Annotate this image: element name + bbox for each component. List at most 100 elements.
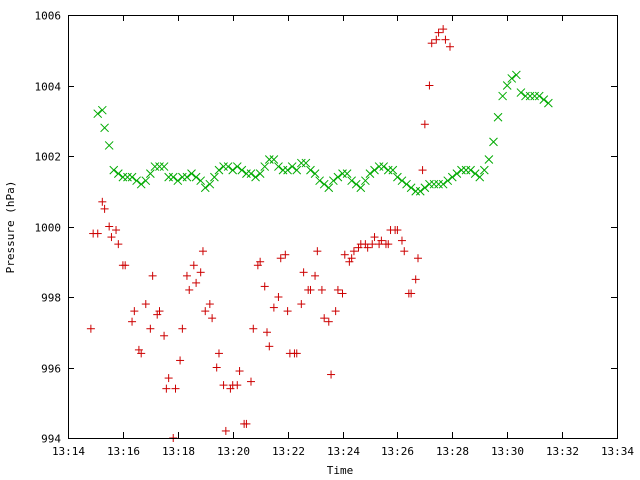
- cross-data-point: [155, 162, 164, 171]
- plus-data-point: [178, 324, 187, 333]
- cross-data-point: [100, 123, 109, 133]
- cross-data-point: [150, 162, 160, 171]
- x-tick-label: 13:16: [107, 445, 140, 458]
- y-tick-label: 1006: [35, 10, 62, 23]
- plus-data-point: [276, 254, 285, 263]
- y-tick-label: 1004: [35, 81, 62, 94]
- plus-data-point: [221, 426, 230, 435]
- cross-data-point: [319, 179, 329, 189]
- plus-data-point: [299, 268, 308, 277]
- cross-data-point: [306, 165, 315, 175]
- plus-data-point: [331, 307, 340, 316]
- cross-data-point: [361, 176, 370, 186]
- x-tick-label: 13:28: [436, 445, 469, 458]
- plus-data-point: [189, 261, 198, 270]
- x-tick-label: 13:34: [601, 445, 634, 458]
- plus-data-point: [363, 243, 372, 252]
- plus-data-point: [384, 240, 393, 249]
- plus-data-point: [320, 314, 329, 323]
- cross-data-point: [141, 176, 151, 186]
- plus-data-point: [425, 81, 434, 90]
- cross-data-point: [214, 165, 224, 175]
- plus-data-point: [256, 257, 265, 266]
- cross-data-point: [356, 183, 366, 193]
- cross-data-point: [489, 137, 498, 147]
- y-tick-label: 1000: [35, 222, 62, 235]
- cross-data-point: [223, 162, 233, 171]
- plus-data-point: [121, 261, 130, 270]
- x-tick-label: 13:20: [217, 445, 250, 458]
- cross-data-point: [104, 141, 114, 150]
- y-tick-label: 1002: [35, 151, 62, 164]
- plus-data-point: [432, 35, 441, 44]
- cross-data-point: [210, 172, 219, 182]
- plus-data-point: [260, 282, 269, 291]
- plus-data-point: [306, 285, 315, 294]
- cross-data-point: [466, 165, 475, 175]
- x-tick-label: 13:30: [491, 445, 524, 458]
- plus-data-point: [98, 197, 107, 206]
- plus-data-point: [411, 275, 420, 284]
- plus-data-point: [192, 278, 201, 287]
- cross-data-point: [178, 172, 187, 182]
- plus-data-point: [420, 120, 429, 129]
- cross-data-point: [168, 172, 178, 182]
- plus-data-point: [317, 285, 326, 294]
- cross-data-point: [283, 165, 292, 175]
- cross-data-point: [347, 176, 357, 186]
- plus-data-point: [439, 25, 448, 34]
- cross-data-point: [351, 179, 361, 189]
- plus-data-point: [242, 419, 251, 428]
- plus-data-point: [160, 331, 169, 340]
- cross-data-point: [219, 162, 228, 171]
- cross-data-point: [370, 165, 379, 175]
- cross-data-point: [411, 186, 421, 196]
- y-axis-ticks: 994 996 998 1000 1002 1004 1006: [35, 10, 617, 446]
- cross-data-point: [237, 165, 247, 175]
- plus-data-point: [281, 250, 290, 259]
- cross-data-point: [164, 172, 174, 182]
- cross-data-point: [228, 165, 238, 175]
- plus-data-point: [148, 271, 157, 280]
- cross-data-point: [438, 179, 448, 189]
- plus-data-point: [86, 324, 95, 333]
- plus-data-point: [114, 240, 123, 249]
- plus-data-point: [105, 222, 114, 231]
- cross-data-point: [159, 162, 169, 171]
- cross-data-point: [402, 179, 411, 189]
- y-tick-label: 994: [41, 433, 61, 446]
- plus-data-point: [185, 285, 194, 294]
- cross-data-point: [383, 165, 393, 175]
- cross-data-point: [415, 186, 425, 196]
- y-axis-label: Pressure (hPa): [4, 181, 17, 274]
- plus-data-point: [368, 240, 377, 249]
- plus-data-point: [269, 303, 278, 312]
- cross-data-point: [420, 183, 430, 193]
- cross-data-point: [127, 172, 137, 182]
- plus-data-point: [196, 268, 205, 277]
- cross-data-point: [425, 179, 434, 189]
- y-tick-label: 996: [41, 363, 61, 376]
- cross-data-point: [315, 176, 324, 186]
- plus-data-point: [176, 356, 185, 365]
- x-axis-label: Time: [327, 464, 354, 477]
- cross-data-point: [397, 176, 407, 186]
- cross-data-point: [200, 183, 210, 193]
- plus-data-point: [112, 226, 121, 235]
- plus-data-point: [400, 247, 409, 256]
- x-tick-label: 13:22: [272, 445, 305, 458]
- cross-data-point: [260, 162, 270, 171]
- plus-data-point: [313, 247, 322, 256]
- plus-data-point: [107, 233, 116, 242]
- plus-data-point: [324, 317, 333, 326]
- cross-data-point: [187, 169, 196, 178]
- cross-data-point: [338, 169, 347, 178]
- x-axis-ticks: 13:14 13:16 13:18 13:20 13:22 13:24 13:26 13:28…: [52, 15, 634, 458]
- cross-data-point: [296, 158, 306, 168]
- cross-data-point: [393, 172, 402, 182]
- x-tick-label: 13:26: [381, 445, 414, 458]
- cross-data-point: [136, 179, 146, 189]
- plus-data-point: [370, 233, 379, 242]
- cross-data-point: [145, 169, 155, 178]
- cross-data-point: [196, 176, 206, 186]
